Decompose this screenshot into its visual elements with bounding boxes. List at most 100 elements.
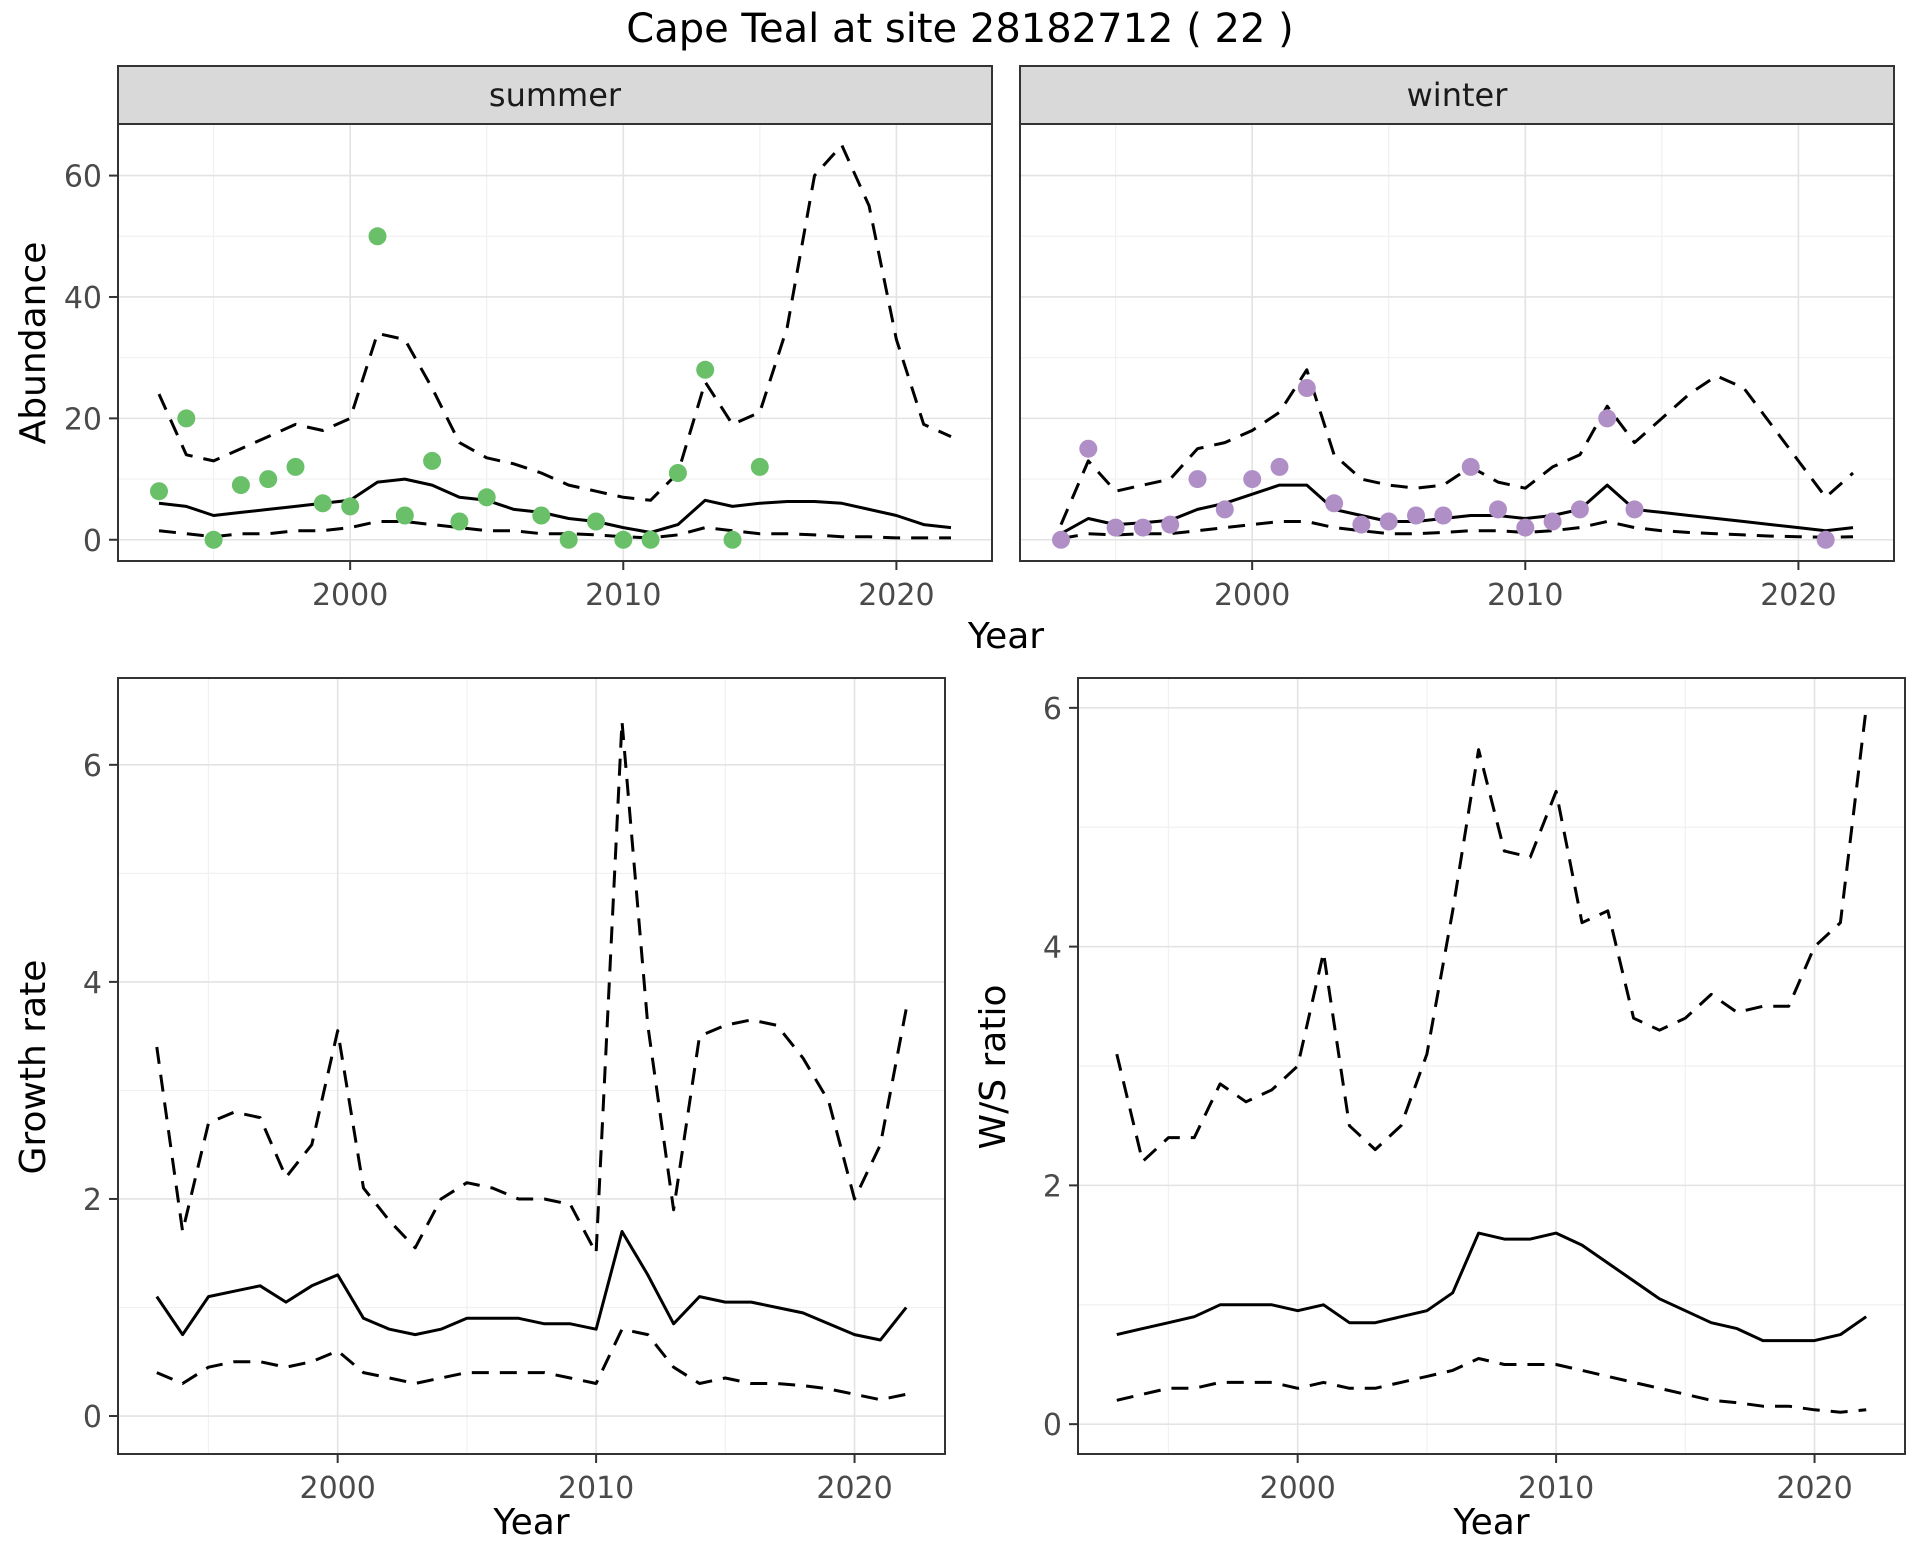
observed-point xyxy=(395,506,414,525)
y-tick-label: 6 xyxy=(1043,692,1062,727)
observed-point xyxy=(668,464,687,482)
panel-border xyxy=(1077,677,1906,1455)
observed-point xyxy=(259,470,278,489)
observed-point xyxy=(1570,500,1589,519)
x-tick-label: 2010 xyxy=(558,1471,634,1504)
x-tick-label: 2000 xyxy=(1259,1471,1335,1504)
observed-point xyxy=(286,457,305,476)
observed-point xyxy=(750,457,769,476)
observed-point xyxy=(696,360,715,379)
observed-point xyxy=(641,530,660,549)
x-axis-label-top: Year xyxy=(967,616,1045,657)
x-tick-label: 2020 xyxy=(816,1471,892,1504)
observed-point xyxy=(1079,439,1098,458)
observed-point xyxy=(1325,494,1344,513)
y-tick-label: 2 xyxy=(83,1183,102,1218)
observed-point xyxy=(614,530,633,549)
fit-line xyxy=(158,477,952,534)
y-tick-label: 0 xyxy=(83,1400,102,1435)
observed-point xyxy=(723,530,742,549)
observed-point xyxy=(1106,518,1125,537)
fit-line xyxy=(155,1230,908,1342)
panel-background xyxy=(118,678,945,1454)
lower-ci-line xyxy=(158,520,951,540)
upper-ci-line xyxy=(157,143,952,502)
observed-point xyxy=(1516,518,1535,537)
y-tick-label: 0 xyxy=(1043,1408,1062,1443)
y-tick-label: 0 xyxy=(83,524,102,559)
observed-point xyxy=(1133,518,1152,537)
observed-point xyxy=(587,512,605,531)
x-axis-label-growth: Year xyxy=(493,1502,570,1543)
x-tick-label: 2000 xyxy=(299,1471,375,1504)
abundance-facet-panels: summer 2000 2010 2020 0 20 40 60 winter 2000 2010 2… xyxy=(64,65,1895,613)
panel-background xyxy=(1020,124,1894,561)
y-tick-label: 20 xyxy=(64,402,102,437)
ws-ratio-layers xyxy=(1115,707,1868,1414)
ws-ratio-panel: 2000 2010 2020 0 2 4 6 xyxy=(1043,677,1906,1504)
observed-point xyxy=(450,512,469,531)
y-tick-label: 60 xyxy=(64,160,102,195)
observed-point xyxy=(532,506,551,525)
panel-background xyxy=(118,124,992,561)
panel-border xyxy=(117,677,946,1455)
observed-point xyxy=(1270,457,1289,476)
observed-point xyxy=(1461,457,1480,476)
facet-strip-label: winter xyxy=(1407,76,1509,114)
y-tick-label: 6 xyxy=(83,749,102,784)
observed-point xyxy=(1543,512,1562,531)
observed-point xyxy=(1297,379,1316,397)
x-tick-label: 2010 xyxy=(585,578,661,613)
x-axis-label-ws: Year xyxy=(1453,1502,1530,1543)
observed-point xyxy=(1352,515,1371,534)
figure-title: Cape Teal at site 28182712 ( 22 ) xyxy=(626,6,1294,52)
y-tick-label: 2 xyxy=(1043,1169,1062,1204)
observed-point xyxy=(1407,506,1425,525)
facet-strip xyxy=(1019,65,1895,125)
observed-point xyxy=(313,494,332,513)
x-tick-label: 2020 xyxy=(1760,578,1836,613)
upper-ci-line xyxy=(155,719,908,1255)
observed-point xyxy=(231,476,250,495)
observed-point xyxy=(204,530,223,549)
x-tick-label: 2010 xyxy=(1487,578,1563,613)
growth-rate-panel: 2000 2010 2020 0 2 4 6 xyxy=(83,677,946,1504)
observed-point xyxy=(1816,530,1835,549)
x-tick-label: 2020 xyxy=(1776,1471,1852,1504)
observed-point xyxy=(1598,409,1617,428)
growth-rate-layers xyxy=(155,719,908,1402)
lower-ci-line xyxy=(1060,520,1854,540)
observed-point xyxy=(559,530,578,549)
lower-ci-line xyxy=(1116,1357,1867,1414)
facet-strip xyxy=(117,65,993,125)
observed-point xyxy=(341,497,360,516)
observed-point xyxy=(177,409,196,428)
x-tick-label: 2020 xyxy=(858,578,934,613)
observed-point xyxy=(1625,500,1644,519)
lower-ci-line xyxy=(156,1327,907,1402)
y-tick-label: 4 xyxy=(83,966,102,1001)
facet-strip-label: summer xyxy=(489,76,622,114)
observed-point xyxy=(423,451,442,470)
observed-point xyxy=(1243,470,1262,489)
observed-point xyxy=(477,488,496,507)
y-tick-label: 40 xyxy=(64,281,102,316)
observed-point xyxy=(1434,506,1453,525)
y-tick-label: 4 xyxy=(1043,931,1062,966)
observed-point xyxy=(1161,515,1180,534)
observed-point xyxy=(1489,500,1507,519)
abundance-summer-layers xyxy=(150,143,952,549)
fit-line xyxy=(1060,483,1854,536)
observed-point xyxy=(1215,500,1234,519)
x-tick-label: 2000 xyxy=(1214,578,1290,613)
observed-point xyxy=(150,482,168,501)
observed-point xyxy=(368,227,387,246)
fit-line xyxy=(1116,1231,1868,1343)
observed-point xyxy=(1379,512,1398,531)
observed-point xyxy=(1188,470,1207,489)
upper-ci-line xyxy=(1115,707,1868,1163)
x-tick-label: 2000 xyxy=(312,578,388,613)
upper-ci-line xyxy=(1059,368,1854,526)
abundance-winter-layers xyxy=(1052,368,1854,549)
